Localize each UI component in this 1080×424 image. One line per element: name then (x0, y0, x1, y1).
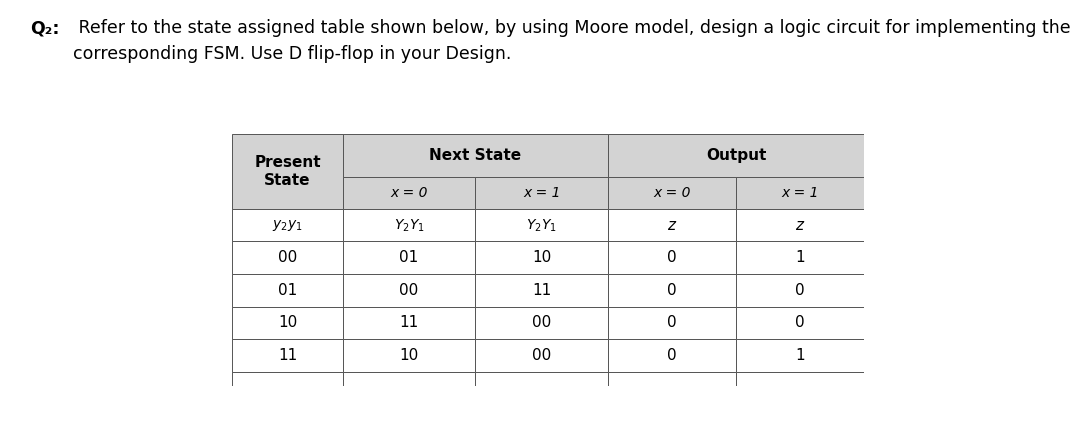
Bar (737, 307, 864, 339)
Text: 1: 1 (795, 348, 805, 363)
Text: $Y_2Y_1$: $Y_2Y_1$ (526, 217, 557, 234)
Text: 10: 10 (278, 315, 297, 330)
Text: 0: 0 (667, 348, 677, 363)
Bar (475, 209, 608, 242)
Bar (232, 307, 342, 339)
Text: Refer to the state assigned table shown below, by using Moore model, design a lo: Refer to the state assigned table shown … (73, 19, 1071, 37)
Text: 00: 00 (532, 348, 552, 363)
Bar (475, 177, 608, 209)
Bar (475, 242, 608, 274)
Text: 00: 00 (400, 283, 419, 298)
Text: 0: 0 (667, 283, 677, 298)
Bar (342, 371, 475, 386)
Text: x = 1: x = 1 (781, 186, 819, 200)
Text: 11: 11 (278, 348, 297, 363)
Bar (232, 339, 342, 371)
Bar (342, 274, 475, 307)
Bar (475, 274, 608, 307)
Text: 01: 01 (278, 283, 297, 298)
Bar (475, 339, 608, 371)
Text: 10: 10 (400, 348, 419, 363)
Bar (232, 274, 342, 307)
Text: x = 0: x = 0 (390, 186, 428, 200)
Bar (608, 242, 737, 274)
Text: x = 1: x = 1 (523, 186, 561, 200)
Text: 01: 01 (400, 250, 419, 265)
Text: Present
State: Present State (254, 155, 321, 187)
Bar (342, 242, 475, 274)
Text: 0: 0 (795, 283, 805, 298)
Bar (475, 307, 608, 339)
Text: 0: 0 (667, 315, 677, 330)
Text: corresponding FSM. Use D flip-flop in your Design.: corresponding FSM. Use D flip-flop in yo… (73, 45, 512, 62)
Bar (737, 274, 864, 307)
Text: 00: 00 (278, 250, 297, 265)
Text: 0: 0 (795, 315, 805, 330)
Text: 10: 10 (532, 250, 552, 265)
Text: 1: 1 (795, 250, 805, 265)
Bar (342, 177, 475, 209)
Bar (342, 134, 608, 177)
Text: 00: 00 (532, 315, 552, 330)
Bar (608, 274, 737, 307)
Bar (608, 209, 737, 242)
Text: 0: 0 (667, 250, 677, 265)
Bar (737, 242, 864, 274)
Bar (608, 177, 737, 209)
Text: $y_2y_1$: $y_2y_1$ (272, 218, 302, 233)
Text: $Y_2Y_1$: $Y_2Y_1$ (394, 217, 424, 234)
Text: x = 0: x = 0 (653, 186, 691, 200)
Bar (342, 307, 475, 339)
Text: Output: Output (706, 148, 766, 163)
Bar (342, 339, 475, 371)
Bar (232, 209, 342, 242)
Bar (608, 339, 737, 371)
Bar (737, 177, 864, 209)
Bar (608, 307, 737, 339)
Bar (232, 134, 342, 209)
Text: Next State: Next State (430, 148, 522, 163)
Bar (475, 371, 608, 386)
Bar (608, 134, 864, 177)
Text: $z$: $z$ (795, 218, 806, 233)
Bar (737, 371, 864, 386)
Bar (342, 209, 475, 242)
Bar (737, 209, 864, 242)
Text: 11: 11 (400, 315, 419, 330)
Text: Q₂:: Q₂: (30, 19, 59, 37)
Bar (232, 242, 342, 274)
Text: $z$: $z$ (667, 218, 677, 233)
Bar (232, 371, 342, 386)
Bar (608, 371, 737, 386)
Text: 11: 11 (532, 283, 552, 298)
Bar (737, 339, 864, 371)
